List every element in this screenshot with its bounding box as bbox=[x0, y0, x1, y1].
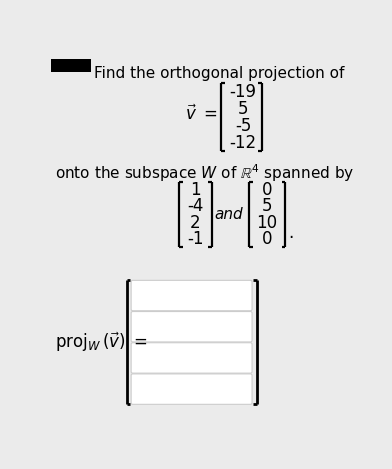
Text: $\vec{v}\ =$: $\vec{v}\ =$ bbox=[185, 104, 218, 124]
Bar bbox=[51, 60, 91, 72]
Text: and: and bbox=[214, 207, 243, 222]
Text: -4: -4 bbox=[187, 197, 204, 215]
Text: $\mathrm{proj}_W\,(\vec{v})\ =$: $\mathrm{proj}_W\,(\vec{v})\ =$ bbox=[55, 330, 148, 354]
Text: 1: 1 bbox=[190, 181, 201, 199]
Text: .: . bbox=[289, 224, 294, 242]
Text: 5: 5 bbox=[238, 99, 249, 118]
Text: 0: 0 bbox=[262, 181, 272, 199]
Text: 0: 0 bbox=[262, 230, 272, 248]
Text: 5: 5 bbox=[262, 197, 272, 215]
Text: 2: 2 bbox=[190, 214, 201, 232]
Text: -12: -12 bbox=[230, 134, 257, 151]
Text: -19: -19 bbox=[230, 83, 257, 101]
Text: -5: -5 bbox=[235, 117, 251, 135]
FancyBboxPatch shape bbox=[131, 311, 252, 342]
Text: -1: -1 bbox=[187, 230, 204, 248]
FancyBboxPatch shape bbox=[131, 343, 252, 373]
Text: onto the subspace $\mathit{W}$ of $\mathbb{R}^4$ spanned by: onto the subspace $\mathit{W}$ of $\math… bbox=[55, 163, 354, 184]
FancyBboxPatch shape bbox=[131, 280, 252, 311]
FancyBboxPatch shape bbox=[131, 374, 252, 404]
Text: 10: 10 bbox=[257, 214, 278, 232]
Text: Find the orthogonal projection of: Find the orthogonal projection of bbox=[94, 66, 344, 81]
